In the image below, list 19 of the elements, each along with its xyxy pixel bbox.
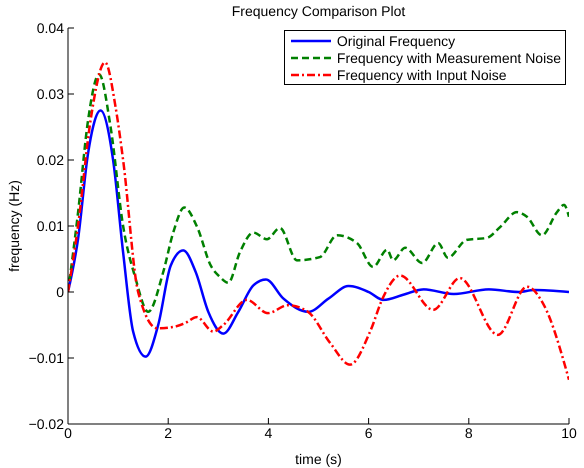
- legend-label: Frequency with Input Noise: [336, 66, 507, 82]
- y-tick-label: −0.01: [28, 350, 64, 366]
- line-series: [68, 109, 569, 358]
- y-tick-label: 0: [56, 284, 64, 300]
- x-tick-label: 8: [464, 424, 473, 441]
- y-tick-label: 0.03: [36, 86, 64, 102]
- chart-title: Frequency Comparison Plot: [230, 3, 406, 19]
- y-tick-label: 0.04: [36, 20, 64, 36]
- x-tick-label: 4: [264, 424, 272, 441]
- x-tick-label: 6: [364, 424, 373, 441]
- y-axis-title: frequency (Hz): [6, 180, 22, 272]
- y-tick-label: 0.01: [36, 218, 64, 234]
- y-tick-label: −0.02: [28, 416, 64, 432]
- x-tick-label: 10: [561, 424, 577, 441]
- x-axis-title: time (s): [295, 451, 342, 467]
- legend-label: Frequency with Measurement Noise: [336, 50, 561, 66]
- x-tick-label: 2: [164, 424, 172, 441]
- legend-label: Original Frequency: [336, 32, 456, 48]
- y-tick-label: 0.02: [36, 152, 64, 168]
